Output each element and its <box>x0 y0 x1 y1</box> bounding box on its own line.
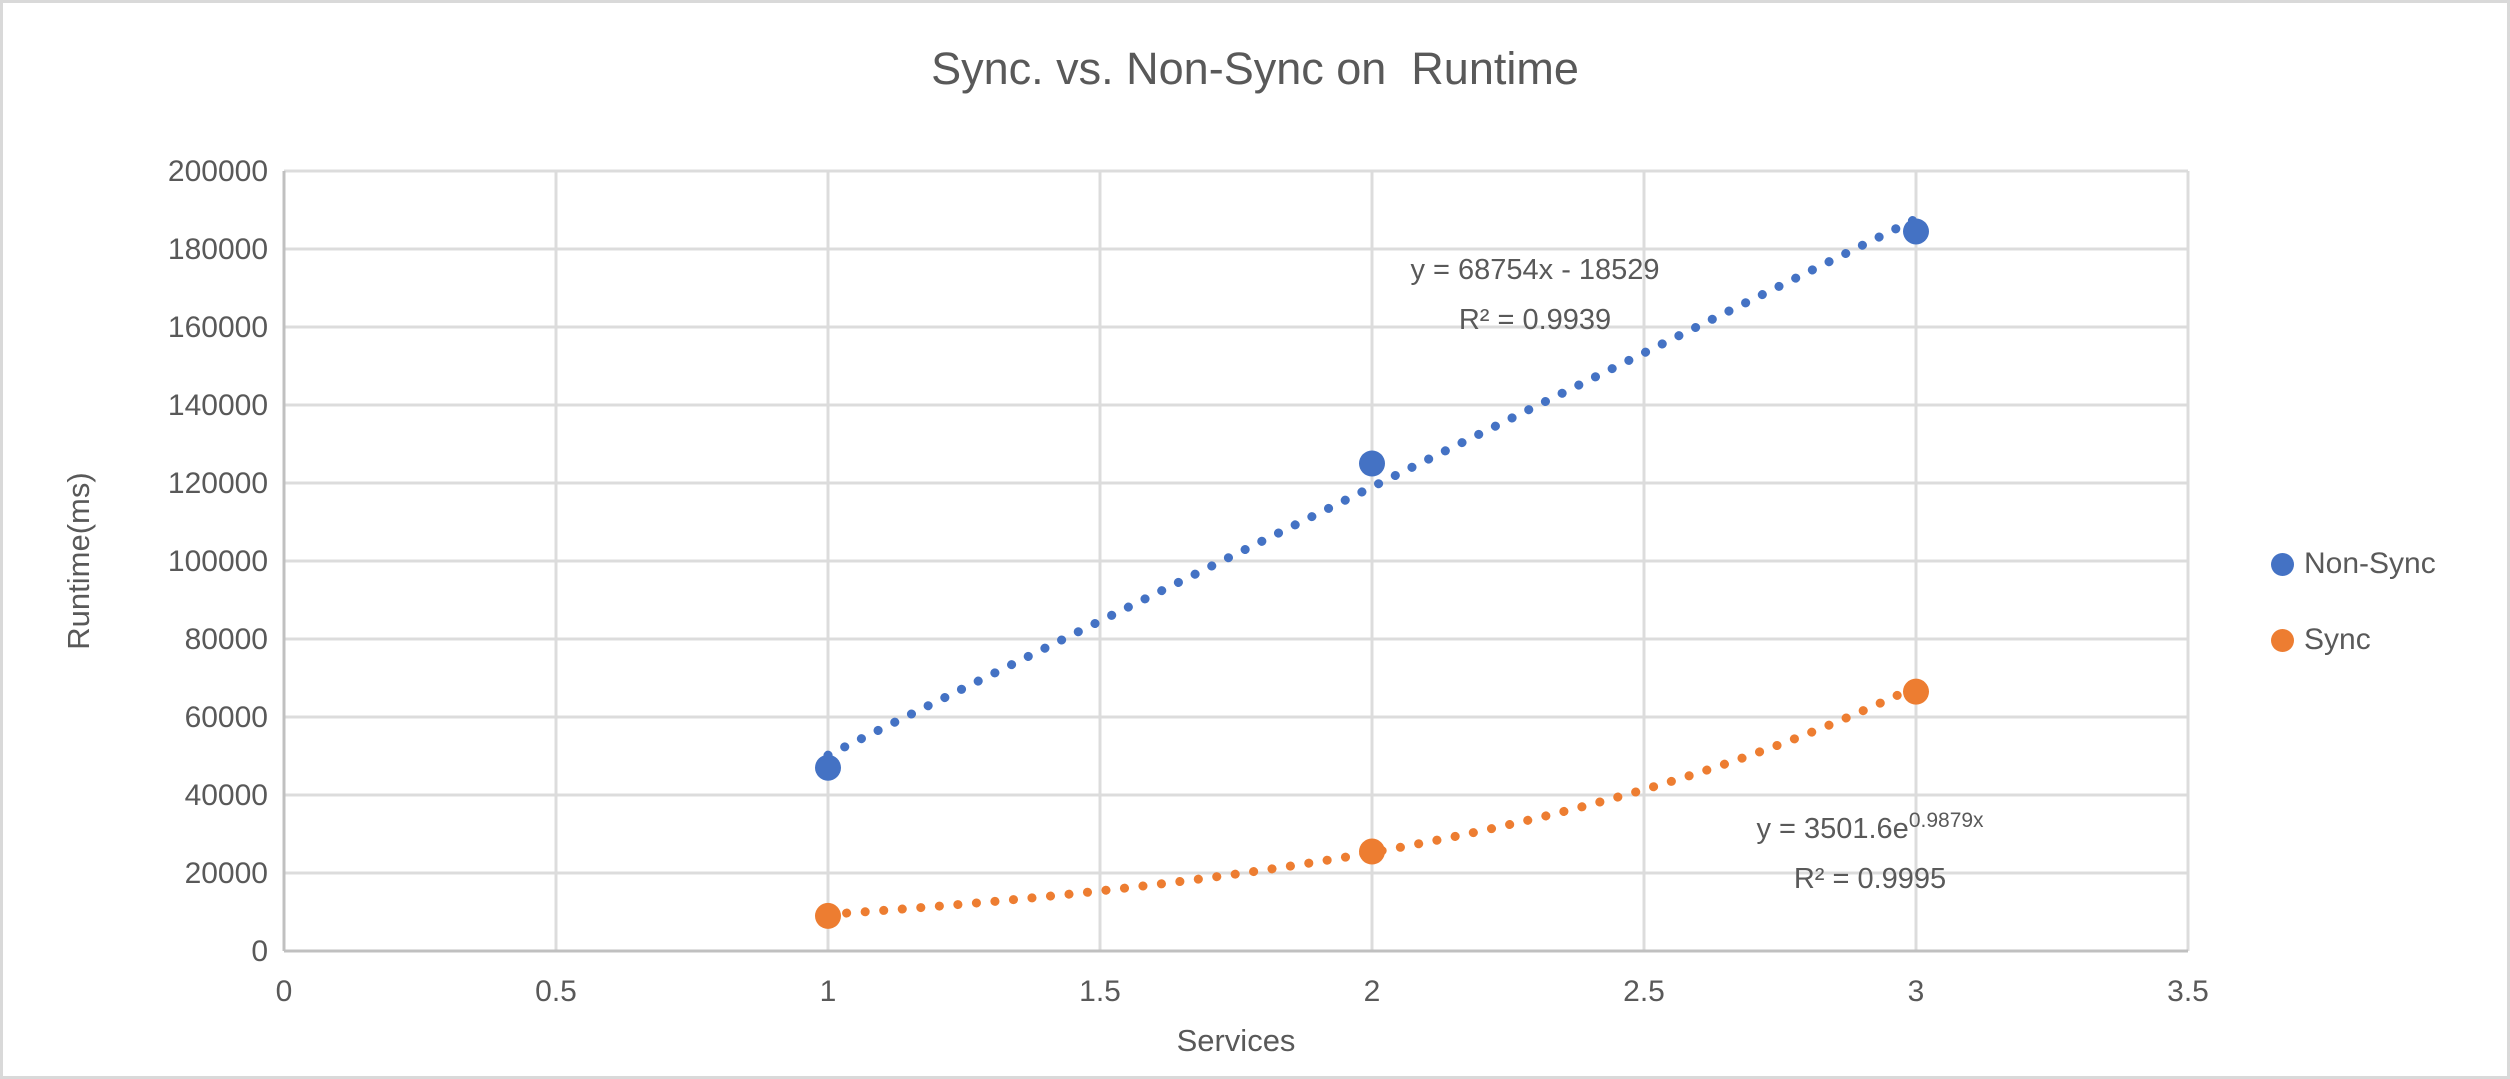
data-point-non-sync <box>1903 218 1929 245</box>
data-point-sync <box>1903 678 1929 705</box>
trendline-sync <box>823 681 1921 919</box>
legend-label: Sync <box>2304 623 2371 656</box>
legend-label: Non-Sync <box>2304 547 2436 580</box>
equation-text: y = 68754x - 18529 <box>1410 254 1660 286</box>
sync-marker-icon <box>2271 628 2294 652</box>
legend: Non-Sync Sync <box>2271 546 2436 658</box>
y-tick-label: 80000 <box>185 623 268 656</box>
y-tick-label: 60000 <box>185 701 268 734</box>
data-point-sync <box>1359 838 1385 865</box>
x-tick-label: 3 <box>1908 975 1925 1008</box>
y-tick-label: 180000 <box>168 233 268 266</box>
chart-canvas: 0 20000 40000 60000 80000 100000 120000 140000 1… <box>168 155 2209 1008</box>
data-point-non-sync <box>815 754 841 781</box>
x-axis-title: Services <box>1176 1023 1296 1058</box>
x-tick-label: 3.5 <box>2167 975 2209 1008</box>
data-point-sync <box>815 902 841 929</box>
chart-title: Sync. vs. Non-Sync on Runtime <box>931 43 1579 94</box>
trendline-equation-sync: y = 3501.6e0.9879x R² = 0.9995 <box>1756 796 1983 904</box>
equation-text: y = 3501.6e0.9879x <box>1756 809 1984 845</box>
x-tick-label: 0.5 <box>535 975 577 1008</box>
x-tick-label: 2.5 <box>1623 975 1665 1008</box>
y-tick-label: 100000 <box>168 545 268 578</box>
non-sync-marker-icon <box>2271 552 2294 576</box>
x-tick-label: 1.5 <box>1079 975 1121 1008</box>
legend-item-non-sync: Non-Sync <box>2271 546 2436 582</box>
x-tick-label: 0 <box>276 975 293 1008</box>
trendline-equation-non-sync: y = 68754x - 18529 R² = 0.9939 <box>1410 245 1659 345</box>
y-axis-title: Runtime(ms) <box>61 472 96 650</box>
x-tick-label: 2 <box>1364 975 1381 1008</box>
y-tick-label: 140000 <box>168 389 268 422</box>
y-tick-label: 200000 <box>168 155 268 188</box>
data-point-non-sync <box>1359 450 1385 477</box>
y-tick-label: 160000 <box>168 311 268 344</box>
trendline-non-sync <box>823 214 1921 760</box>
y-tick-label: 20000 <box>185 857 268 890</box>
r-squared-text: R² = 0.9995 <box>1793 862 1947 895</box>
r-squared-text: R² = 0.9939 <box>1458 304 1612 336</box>
legend-item-sync: Sync <box>2271 622 2436 658</box>
y-tick-label: 0 <box>251 935 268 968</box>
x-tick-label: 1 <box>820 975 837 1008</box>
y-tick-label: 40000 <box>185 779 268 812</box>
y-tick-label: 120000 <box>168 467 268 500</box>
